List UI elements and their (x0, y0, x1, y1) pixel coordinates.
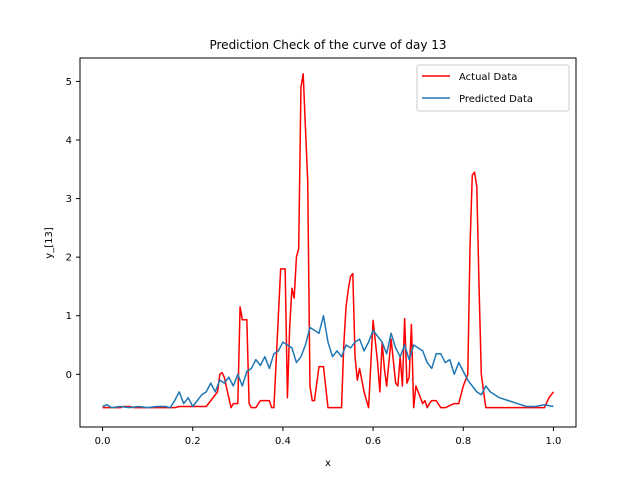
y-tick-label: 5 (66, 77, 72, 88)
series-line-actual (102, 73, 555, 409)
legend: Actual Data Predicted Data (416, 64, 570, 112)
y-tick-label: 2 (66, 253, 72, 264)
y-axis-label: y_[13] (44, 227, 55, 259)
y-tick-label: 0 (66, 370, 72, 381)
legend-box (416, 64, 570, 112)
chart-title: Prediction Check of the curve of day 13 (209, 38, 446, 52)
x-axis-label: x (325, 458, 331, 469)
x-axis: 0.0 0.2 0.4 0.6 0.8 1.0 (95, 427, 562, 447)
plot-frame (79, 57, 577, 428)
x-tick-label: 0.6 (365, 436, 381, 447)
y-axis: 0 1 2 3 4 5 (66, 77, 80, 381)
x-tick-label: 0.8 (455, 436, 471, 447)
y-tick-label: 1 (66, 311, 72, 322)
series-line-predicted (102, 314, 554, 409)
x-tick-label: 0.0 (95, 436, 111, 447)
legend-label-predicted: Predicted Data (459, 94, 533, 105)
x-tick-label: 1.0 (546, 436, 562, 447)
legend-label-actual: Actual Data (459, 72, 517, 83)
y-tick-label: 3 (66, 194, 72, 205)
x-tick-label: 0.4 (275, 436, 291, 447)
x-tick-label: 0.2 (185, 436, 201, 447)
y-tick-label: 4 (66, 136, 72, 147)
